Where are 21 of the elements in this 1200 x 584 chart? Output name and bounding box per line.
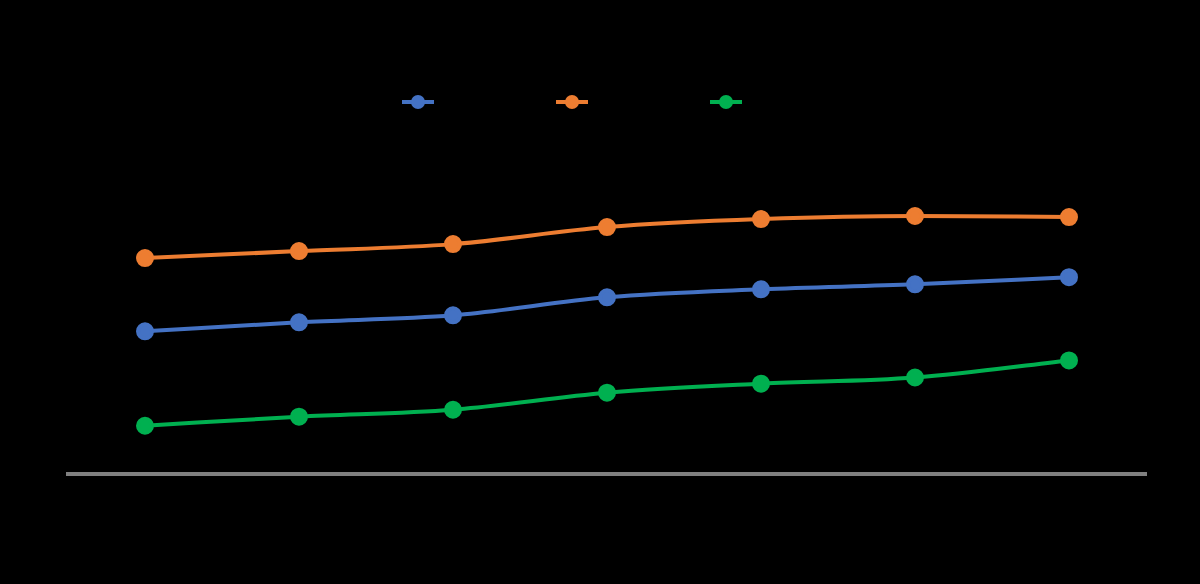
point (752, 280, 770, 299)
point (906, 275, 924, 294)
point (136, 249, 154, 268)
point (136, 416, 154, 435)
point (752, 374, 770, 393)
point (598, 288, 616, 307)
point (444, 306, 462, 325)
point (1060, 268, 1078, 287)
point (1060, 351, 1078, 370)
point (752, 210, 770, 229)
point (290, 407, 308, 426)
point (136, 322, 154, 341)
point (444, 235, 462, 254)
point (598, 383, 616, 402)
point (290, 242, 308, 261)
point (906, 207, 924, 225)
point (444, 400, 462, 419)
point (290, 313, 308, 332)
point (906, 368, 924, 387)
point (1060, 208, 1078, 227)
point (598, 218, 616, 237)
